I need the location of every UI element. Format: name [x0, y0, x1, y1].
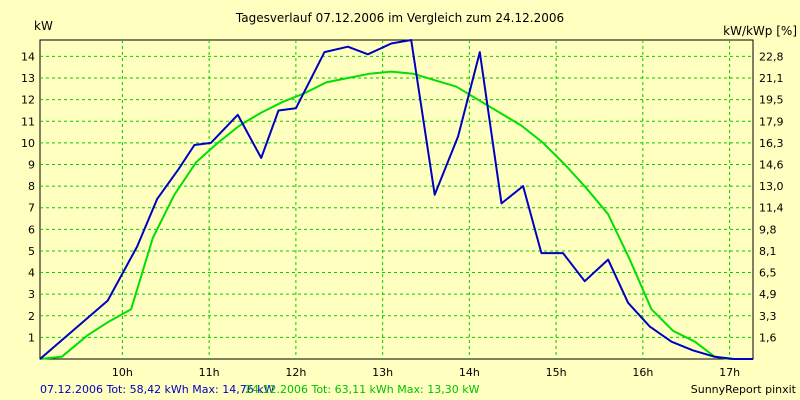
right-tick-label: 21,1 — [759, 72, 784, 85]
credit-label: SunnyReport pinxit — [691, 383, 797, 396]
x-tick-label: 16h — [632, 366, 653, 379]
plot-background — [39, 39, 754, 360]
right-tick-label: 11,4 — [759, 202, 784, 215]
left-tick-label: 10 — [21, 137, 35, 150]
left-tick-label: 14 — [21, 50, 35, 63]
right-tick-label: 1,6 — [759, 331, 777, 344]
right-tick-label: 3,3 — [759, 310, 777, 323]
right-tick-label: 6,5 — [759, 267, 777, 280]
left-tick-label: 2 — [28, 310, 35, 323]
right-tick-label: 17,9 — [759, 115, 784, 128]
right-tick-label: 8,1 — [759, 245, 777, 258]
left-tick-label: 13 — [21, 72, 35, 85]
series-2-summary: 24.12.2006 Tot: 63,11 kWh Max: 13,30 kW — [245, 383, 480, 396]
x-tick-label: 15h — [546, 366, 567, 379]
left-tick-label: 4 — [28, 267, 35, 280]
right-tick-label: 19,5 — [759, 94, 784, 107]
right-tick-label: 4,9 — [759, 288, 777, 301]
series-1-summary: 07.12.2006 Tot: 58,42 kWh Max: 14,76 kW — [40, 383, 275, 396]
left-tick-label: 9 — [28, 158, 35, 171]
right-tick-label: 22,8 — [759, 50, 784, 63]
series-line-07-12-2006 — [39, 39, 753, 360]
left-tick-label: 1 — [28, 331, 35, 344]
left-axis-label: kW — [34, 19, 53, 33]
x-tick-label: 13h — [372, 366, 393, 379]
x-tick-label: 11h — [199, 366, 220, 379]
left-tick-label: 7 — [28, 202, 35, 215]
left-tick-label: 6 — [28, 223, 35, 236]
tick-layer: 1 1,6 2 3,3 3 4,9 4 6,5 5 8,1 6 9,8 7 11,4 8 13,0 9 14,6 1… — [21, 50, 784, 379]
left-tick-label: 5 — [28, 245, 35, 258]
right-axis-label: kW/kWp [%] — [723, 24, 797, 38]
chart-title: Tagesverlauf 07.12.2006 im Vergleich zum… — [235, 11, 564, 25]
series-line-24-12-2006 — [39, 70, 753, 360]
right-tick-label: 9,8 — [759, 223, 777, 236]
grid-layer — [40, 40, 753, 359]
left-tick-label: 11 — [21, 115, 35, 128]
x-tick-label: 14h — [459, 366, 480, 379]
x-tick-label: 10h — [112, 366, 133, 379]
right-tick-label: 14,6 — [759, 158, 784, 171]
left-tick-label: 12 — [21, 94, 35, 107]
series-layer — [39, 39, 753, 360]
x-tick-label: 12h — [285, 366, 306, 379]
right-tick-label: 13,0 — [759, 180, 784, 193]
x-tick-label: 17h — [719, 366, 740, 379]
left-tick-label: 8 — [28, 180, 35, 193]
right-tick-label: 16,3 — [759, 137, 784, 150]
left-tick-label: 3 — [28, 288, 35, 301]
